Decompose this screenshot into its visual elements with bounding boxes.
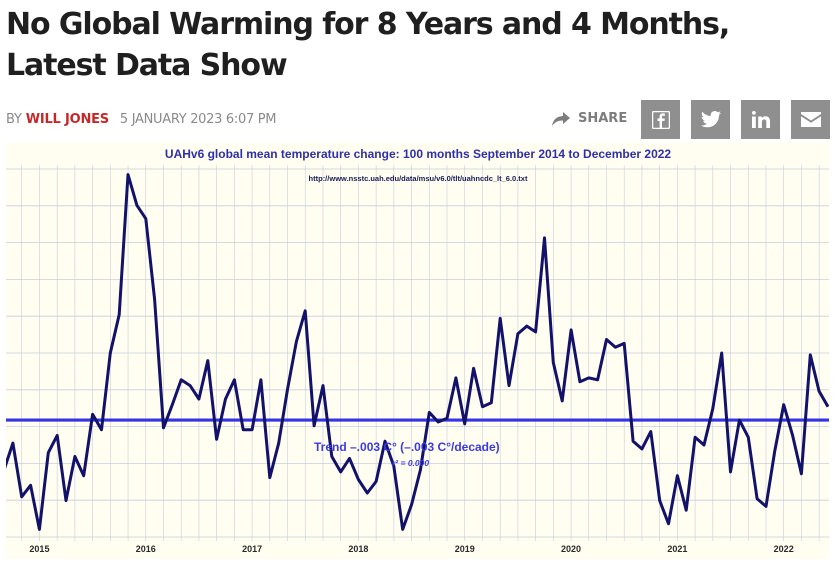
r-squared-label: r² = 0.000 [392,458,429,468]
chart-canvas: UAHv6 global mean temperature change: 10… [6,147,829,554]
byline-prefix: BY [6,112,22,127]
share-label-text: SHARE [578,111,628,126]
trend-label: Trend –.003 C° (–.003 C°/decade) [314,440,500,454]
series-layer [6,173,829,531]
x-tick-label: 2019 [455,544,475,554]
linkedin-share-button[interactable] [741,100,780,139]
x-tick-label: 2017 [242,544,262,554]
x-tick-label: 2022 [774,544,794,554]
author-link[interactable]: WILL JONES [25,112,109,127]
x-tick-label: 2015 [29,544,49,554]
chart-source-url: http://www.nsstc.uah.edu/data/msu/v6.0/t… [309,174,528,183]
linkedin-icon [751,111,770,128]
temperature-chart: UAHv6 global mean temperature change: 10… [6,143,829,559]
temperature-series-line [6,173,829,531]
twitter-icon [700,111,721,128]
share-label[interactable]: SHARE [552,111,627,126]
chart-title: UAHv6 global mean temperature change: 10… [165,147,672,161]
x-tick-label: 2020 [561,544,581,554]
email-icon [800,112,821,127]
x-tick-label: 2016 [136,544,156,554]
share-arrow-icon [552,111,570,126]
x-tick-label: 2021 [667,544,687,554]
facebook-icon [651,110,670,129]
article-headline: No Global Warming for 8 Years and 4 Mont… [6,7,730,83]
facebook-share-button[interactable] [641,100,680,139]
byline: BY WILL JONES 5 JANUARY 2023 6:07 PM [6,112,277,127]
email-share-button[interactable] [791,100,830,139]
x-tick-labels: 2015 2016 2017 2018 2019 2020 2021 2022 [29,544,793,554]
twitter-share-button[interactable] [691,100,730,139]
x-tick-label: 2018 [348,544,368,554]
publish-date: 5 JANUARY 2023 6:07 PM [119,112,277,127]
